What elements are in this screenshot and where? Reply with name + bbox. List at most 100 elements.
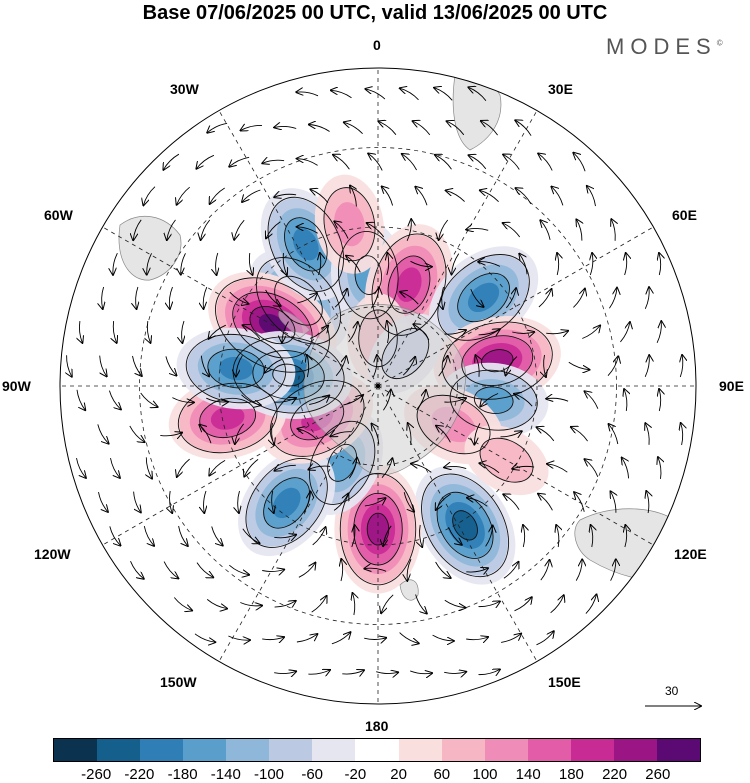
wind-vector (434, 88, 453, 101)
contour-line (177, 382, 278, 454)
wind-vector (406, 219, 411, 241)
wind-vector (229, 564, 249, 575)
wind-vector (353, 593, 355, 616)
contour-line (479, 437, 534, 483)
wind-vector (557, 253, 559, 276)
meridian-line (218, 385, 379, 662)
colorbar-tick-label: 100 (472, 766, 498, 783)
wind-vector (169, 286, 172, 309)
wind-vector (410, 671, 432, 674)
wind-vector (342, 670, 364, 674)
wind-vector (203, 286, 208, 309)
wind-vector (403, 492, 414, 512)
wind-vector (209, 324, 226, 339)
wind-vector (330, 432, 352, 437)
wind-vector (439, 219, 449, 240)
contour-line (272, 363, 305, 387)
lon-label-30e: 30E (548, 81, 573, 97)
wind-vector (382, 187, 394, 206)
wind-vector (444, 330, 466, 334)
wind-vector (244, 459, 259, 476)
wind-vector (500, 431, 522, 437)
wind-vector (235, 423, 244, 444)
wind-vector (372, 355, 377, 378)
contour-line (323, 187, 376, 262)
wind-vector (309, 396, 329, 405)
contour-line (255, 257, 342, 345)
wind-vector (470, 288, 484, 307)
wind-vector (540, 220, 551, 240)
wind-vector (331, 632, 351, 645)
wind-vector (447, 121, 465, 136)
wind-vector (241, 394, 261, 405)
lon-label-150w: 150W (160, 674, 197, 690)
wind-vector (399, 632, 419, 644)
map-title: Base 07/06/2025 00 UTC, valid 13/06/2025… (142, 2, 608, 24)
wind-vector (178, 525, 188, 546)
wind-vector (146, 457, 152, 478)
wind-vector (262, 570, 284, 572)
contour-line (339, 472, 417, 586)
wind-vector (372, 424, 380, 445)
wind-vector (436, 426, 451, 443)
wind-vector (265, 289, 281, 306)
wind-vector (435, 155, 452, 170)
wind-vector (383, 525, 392, 546)
wind-vector (610, 559, 616, 581)
wind-vector (283, 253, 287, 275)
wind-vector (625, 253, 627, 276)
wind-vector (501, 634, 521, 643)
wind-vector (364, 498, 386, 507)
lon-label-90e: 90E (719, 378, 744, 394)
wind-vector (163, 561, 178, 579)
wind-vector (143, 526, 154, 546)
wind-vector (211, 526, 223, 546)
lon-label-0: 0 (373, 37, 381, 53)
wind-vector (173, 597, 192, 611)
anomaly-shade (452, 510, 478, 540)
wind-vector (448, 527, 462, 545)
wind-vector (538, 494, 553, 511)
wind-vector (415, 187, 428, 206)
wind-vector (194, 633, 215, 642)
anomaly-shade (334, 202, 365, 247)
colorbar-tick-label: -100 (253, 766, 285, 783)
latitude-circle (139, 147, 617, 625)
colorbar-swatch (484, 739, 528, 761)
anomaly-shade (480, 438, 533, 482)
contour-line (457, 272, 510, 323)
wind-vector (644, 287, 649, 309)
wind-vector (411, 464, 432, 473)
colorbar-swatch (355, 739, 399, 761)
wind-vector (113, 252, 118, 275)
wind-vector (132, 355, 142, 376)
wind-vector (659, 253, 661, 276)
wind-vector (262, 160, 285, 163)
colorbar-swatch (570, 739, 614, 761)
colorbar-tick-label: -220 (124, 766, 155, 783)
colorbar-tick-label: 220 (602, 766, 628, 783)
wind-vector (136, 286, 138, 309)
wind-vector (444, 398, 466, 402)
wind-vector (147, 321, 150, 343)
wind-vector (544, 354, 546, 377)
wind-vector (177, 186, 190, 205)
wind-vector (172, 397, 194, 403)
wind-vector (506, 356, 518, 376)
wind-vector (76, 389, 85, 410)
contour-line (354, 255, 383, 295)
colorbar-swatch (613, 739, 657, 761)
brand-logo: MODES© (606, 34, 723, 60)
brand-text: MODES (606, 34, 717, 59)
wind-vector (556, 525, 559, 548)
wind-vector (297, 227, 318, 234)
wind-vector (413, 324, 430, 341)
contour-line (338, 231, 399, 320)
wind-vector (206, 599, 227, 608)
contour-line (232, 336, 345, 414)
latitude-circle (298, 306, 458, 466)
colorbar-tick-label: 60 (433, 766, 451, 783)
wind-vector (296, 92, 319, 97)
colorbar-swatch (398, 739, 442, 761)
wind-vector (611, 491, 616, 513)
